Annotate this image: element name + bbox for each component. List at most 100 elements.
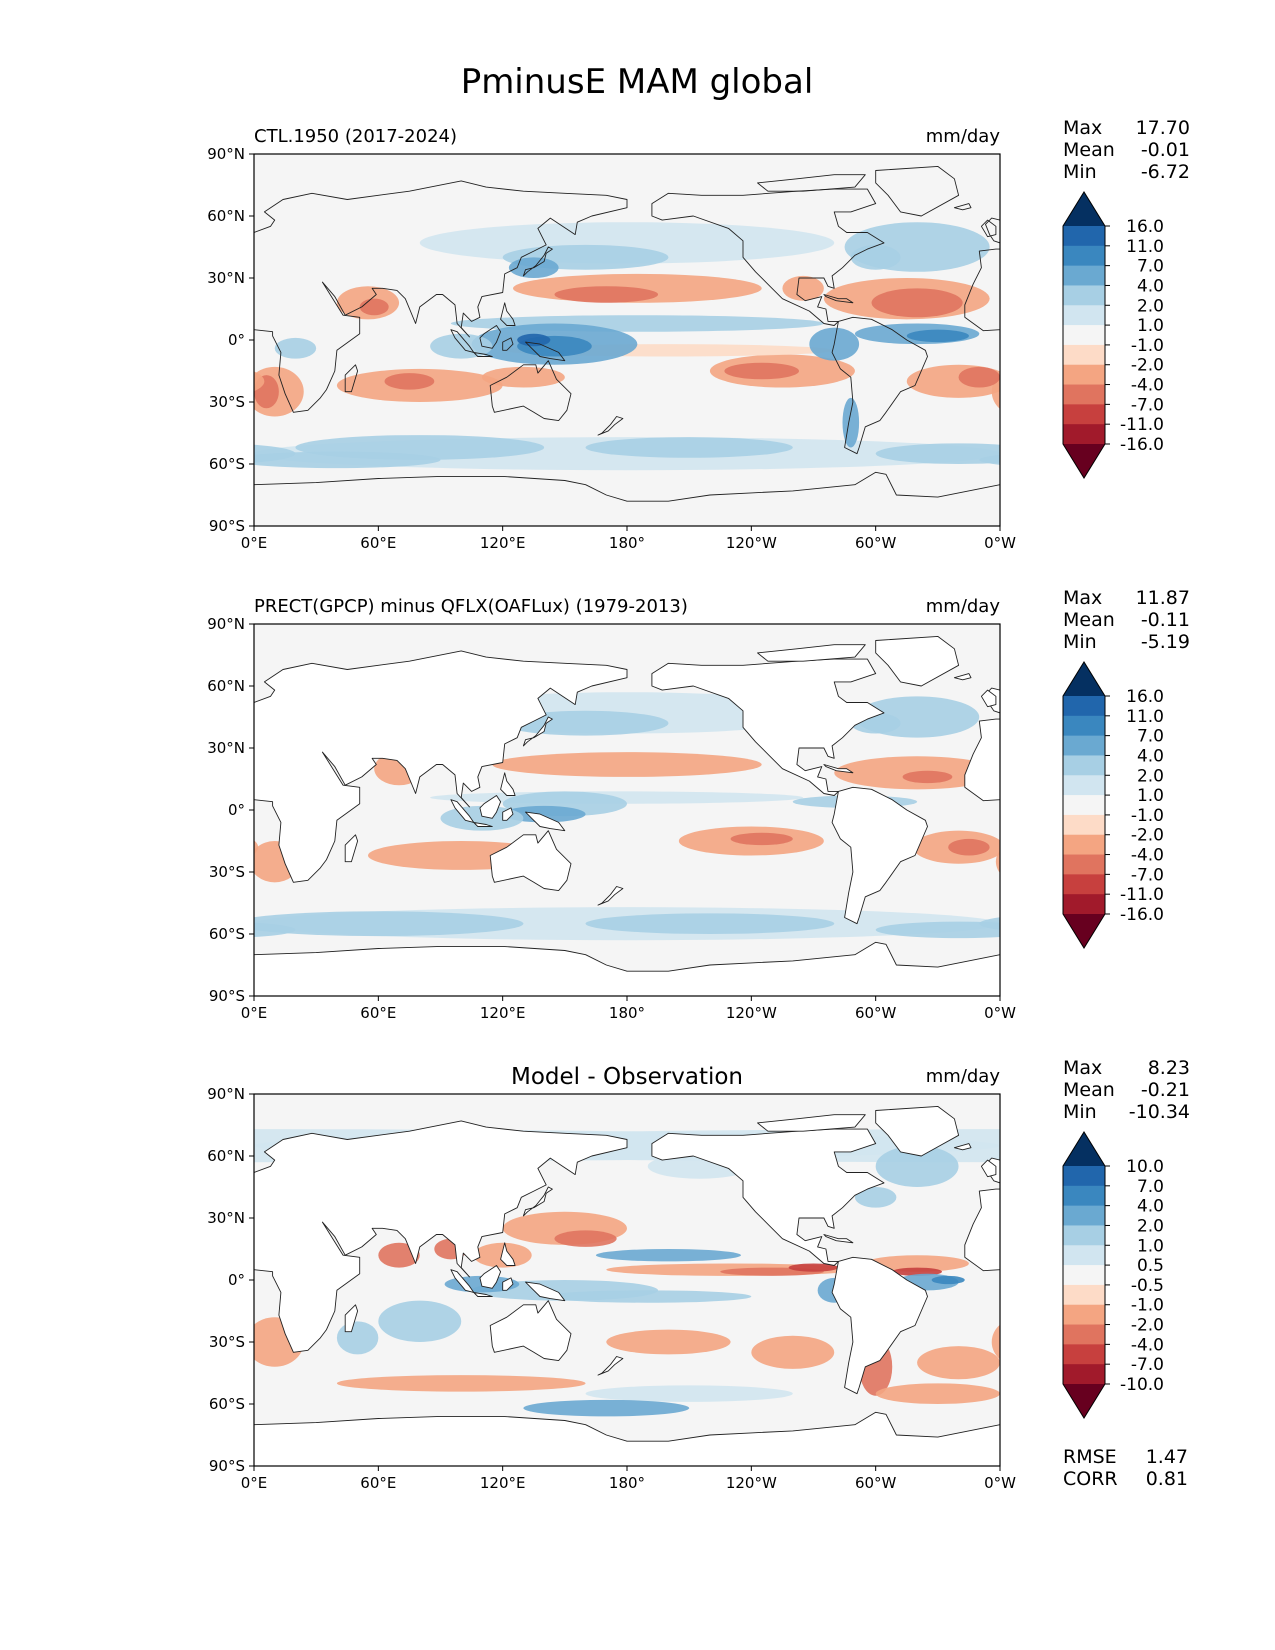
stats-box: Max 17.70 Mean -0.01 Min -6.72: [1063, 117, 1190, 183]
contour-patch: [892, 1267, 942, 1276]
y-tick-label: 90°N: [207, 615, 245, 633]
contour-patch: [606, 1329, 731, 1355]
stat-label: Min: [1063, 1101, 1097, 1123]
colorbar-label: 7.0: [1137, 727, 1164, 747]
x-tick-label: 60°W: [855, 534, 897, 552]
colorbar-segment: [1063, 1205, 1105, 1226]
land-polygon: [525, 1281, 566, 1302]
colorbar-label: -0.5: [1131, 1276, 1164, 1296]
colorbar-segment: [1063, 894, 1105, 915]
y-tick-label: 0°: [228, 801, 245, 819]
land-polygon: [500, 772, 516, 796]
stat-value: -6.72: [1141, 161, 1190, 183]
stat-value: -0.11: [1141, 609, 1190, 631]
land-polygon: [525, 811, 566, 832]
colorbar-segment: [1063, 1225, 1105, 1246]
colorbar-extend-max: [1063, 1132, 1105, 1166]
y-tick-label: 60°S: [209, 925, 245, 943]
stats-box: Max 8.23 Mean -0.21 Min -10.34: [1063, 1057, 1190, 1123]
colorbar-segment: [1063, 226, 1105, 247]
colorbar-label: -2.0: [1131, 826, 1164, 846]
land-polygon: [254, 1120, 628, 1353]
colorbar-label: 2.0: [1137, 296, 1164, 316]
x-tick-label: 0°W: [984, 1004, 1016, 1022]
panel-title: PRECT(GPCP) minus QFLX(OAFLux) (1979-201…: [254, 596, 688, 617]
x-tick-label: 120°W: [726, 534, 777, 552]
land-polygon: [473, 1291, 493, 1297]
colorbar-segment: [1063, 245, 1105, 267]
land-polygon: [651, 658, 885, 796]
contour-patch: [585, 913, 835, 935]
contour-patch: [492, 752, 762, 777]
contour-patch: [254, 840, 259, 855]
x-tick-label: 0°W: [984, 1474, 1016, 1492]
colorbar-segment: [1063, 1324, 1105, 1345]
stat-value: -0.21: [1141, 1079, 1190, 1101]
land-polygon: [875, 635, 960, 687]
colorbar-segment: [1063, 384, 1105, 405]
contour-patch: [995, 850, 1000, 874]
land-polygon: [831, 316, 928, 455]
stat-label: Min: [1063, 161, 1097, 183]
colorbar-label: -1.0: [1131, 336, 1164, 356]
land-polygon: [254, 1411, 1000, 1466]
land-polygon: [964, 1188, 1000, 1272]
contour-patch: [842, 397, 860, 448]
colorbar-segment: [1063, 1364, 1105, 1385]
contour-patch: [931, 1275, 965, 1285]
y-tick-label: 30°N: [207, 269, 245, 287]
colorbar-segment: [1063, 404, 1105, 425]
contour-patch: [730, 832, 793, 846]
colorbar-segment: [1063, 344, 1105, 366]
contour-patch: [481, 366, 565, 388]
land-polygon: [489, 1300, 572, 1362]
land-polygon: [479, 795, 502, 819]
coastlines: [254, 165, 1000, 526]
x-tick-label: 0°E: [241, 534, 268, 552]
contour-patch: [906, 329, 969, 343]
colorbar-extend-max: [1063, 192, 1105, 226]
contour-patch: [274, 337, 317, 359]
contour-patch: [751, 1335, 835, 1369]
contour-patch: [854, 1187, 897, 1208]
panel-units: mm/day: [926, 596, 1001, 617]
y-tick-label: 90°N: [207, 1085, 245, 1103]
land-polygon: [254, 180, 628, 413]
stat-value: 8.23: [1148, 1057, 1190, 1079]
colorbar-segment: [1063, 325, 1105, 346]
land-polygon: [953, 673, 972, 681]
land-polygon: [823, 1234, 854, 1244]
colorbar-segment: [1063, 735, 1105, 756]
land-polygon: [964, 248, 1000, 332]
x-tick-label: 60°W: [855, 1474, 897, 1492]
panel-units: mm/day: [926, 126, 1001, 147]
contour-patch: [254, 911, 524, 937]
colorbar-label: 4.0: [1137, 276, 1164, 296]
contour-field: [254, 222, 1000, 471]
y-tick-label: 30°S: [209, 863, 245, 881]
stat-value: 11.87: [1136, 587, 1190, 609]
colorbar-label: 2.0: [1137, 766, 1164, 786]
colorbar-segment: [1063, 1185, 1105, 1207]
map-panel-3: Model - Observation mm/day 0°E 60°E 120°E 180…: [207, 1057, 1190, 1492]
colorbar-label: 16.0: [1126, 687, 1164, 707]
colorbar-segment: [1063, 1245, 1105, 1266]
contour-patch: [378, 1300, 462, 1343]
stat-label: Max: [1063, 117, 1102, 139]
y-tick-label: 60°N: [207, 677, 245, 695]
land-polygon: [502, 807, 514, 821]
land-polygon: [757, 1114, 866, 1132]
colorbar-label: -16.0: [1120, 435, 1164, 455]
y-tick-label: 60°N: [207, 207, 245, 225]
colorbar-label: -2.0: [1131, 1316, 1164, 1336]
colorbar-segment: [1063, 755, 1105, 776]
y-tick-label: 30°S: [209, 393, 245, 411]
contour-patch: [359, 298, 389, 316]
y-tick-label: 90°N: [207, 145, 245, 163]
panel-title: Model - Observation: [511, 1064, 743, 1090]
contour-patch: [724, 362, 799, 380]
stat-label: Min: [1063, 631, 1097, 653]
land-polygon: [522, 246, 553, 277]
colorbar-label: -2.0: [1131, 356, 1164, 376]
land-polygon: [875, 165, 960, 217]
